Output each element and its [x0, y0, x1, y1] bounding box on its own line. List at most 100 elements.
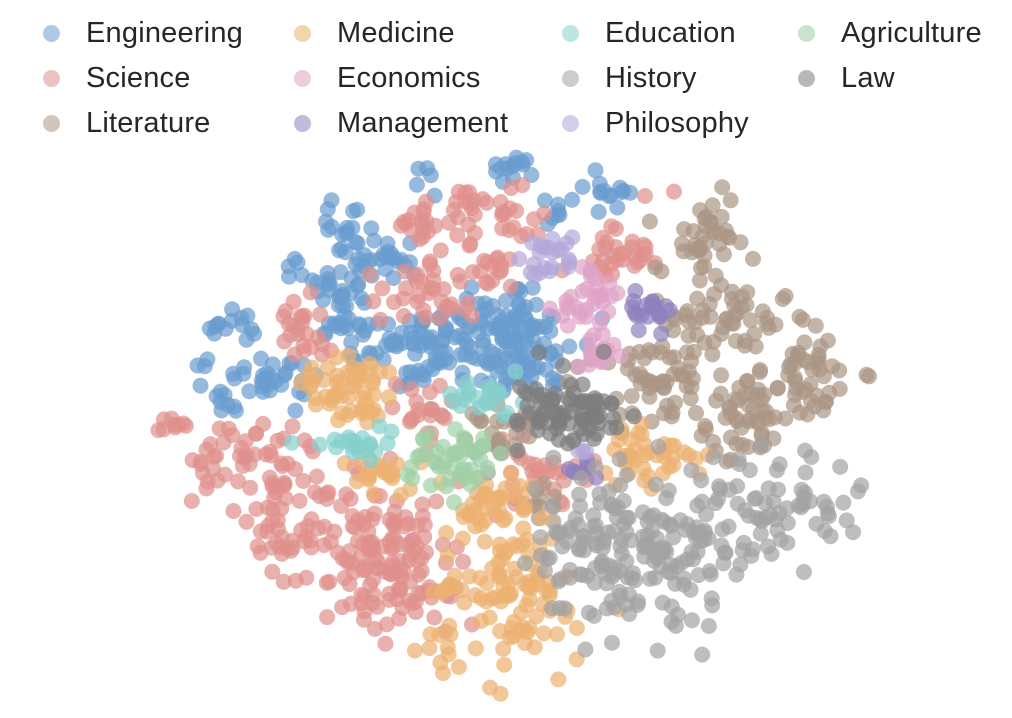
data-point: [452, 398, 469, 414]
data-point: [618, 596, 635, 613]
data-point: [790, 344, 807, 361]
data-point: [609, 199, 626, 216]
data-point: [460, 295, 477, 311]
data-point: [594, 326, 611, 343]
legend-marker-medicine-icon: [294, 24, 311, 42]
data-point: [422, 167, 439, 184]
data-point: [641, 570, 658, 587]
data-point: [226, 370, 243, 387]
data-point: [647, 259, 664, 276]
data-point: [450, 659, 467, 675]
data-point: [649, 642, 666, 659]
data-point: [303, 359, 320, 376]
data-point: [502, 278, 519, 295]
data-point: [252, 544, 269, 561]
data-point: [215, 434, 232, 451]
data-point: [582, 331, 598, 348]
data-point: [354, 401, 370, 418]
data-point: [636, 447, 652, 464]
legend-label: Management: [337, 106, 509, 139]
data-point: [574, 259, 591, 276]
legend-label: Law: [841, 61, 895, 94]
data-point: [415, 372, 432, 389]
data-point: [665, 529, 682, 546]
data-point: [608, 419, 625, 436]
data-point: [552, 571, 569, 588]
legend-marker-management-icon: [294, 114, 311, 132]
data-point: [202, 436, 219, 453]
data-point: [498, 350, 514, 367]
data-point: [737, 502, 753, 519]
data-point: [683, 543, 700, 560]
data-point: [733, 288, 750, 305]
data-point: [623, 432, 640, 449]
data-point: [469, 350, 486, 367]
data-point: [594, 540, 611, 557]
data-point: [684, 370, 701, 387]
data-point: [414, 228, 431, 245]
data-point: [385, 270, 402, 286]
data-point: [544, 600, 561, 617]
data-point: [606, 565, 622, 582]
data-point: [719, 228, 736, 245]
data-point: [444, 459, 461, 476]
data-point: [565, 432, 582, 449]
data-point: [497, 510, 514, 527]
data-point: [261, 443, 278, 460]
data-point: [318, 213, 334, 230]
data-point: [225, 503, 242, 519]
data-point: [345, 203, 362, 220]
data-point: [442, 385, 459, 402]
data-point: [752, 362, 769, 378]
data-point: [501, 222, 518, 239]
legend-marker-agriculture-icon: [798, 24, 815, 42]
data-point: [535, 625, 552, 642]
legend-item: Medicine: [294, 13, 455, 53]
data-point: [603, 396, 620, 412]
data-point: [581, 416, 597, 433]
legend-item: Education: [562, 13, 736, 53]
data-point: [693, 472, 710, 489]
data-point: [665, 366, 682, 383]
data-point: [281, 268, 297, 285]
data-point: [630, 322, 647, 339]
data-point: [683, 612, 700, 629]
data-point: [835, 494, 852, 511]
data-point: [573, 393, 590, 410]
data-point: [472, 569, 489, 586]
data-point: [786, 369, 803, 386]
data-point: [707, 267, 724, 284]
data-point: [522, 264, 539, 281]
series-philosophy: [511, 229, 595, 460]
data-point: [560, 390, 576, 407]
data-point: [604, 634, 620, 651]
data-point: [643, 374, 660, 391]
data-point: [485, 257, 501, 274]
series-education: [284, 363, 531, 469]
data-point: [421, 256, 438, 273]
data-point: [549, 626, 565, 643]
data-point: [315, 372, 332, 389]
data-point: [571, 541, 588, 558]
data-point: [555, 408, 572, 424]
data-point: [541, 462, 558, 479]
data-point: [339, 320, 356, 336]
data-point: [376, 464, 392, 481]
data-point: [573, 566, 590, 583]
data-point: [423, 280, 439, 296]
data-point: [626, 408, 643, 425]
data-point: [323, 533, 339, 550]
data-point: [416, 516, 433, 533]
data-point: [627, 283, 644, 299]
data-point: [467, 445, 484, 462]
data-point: [417, 309, 434, 326]
legend-marker-economics-icon: [294, 69, 311, 87]
data-point: [636, 350, 653, 367]
data-point: [421, 384, 438, 401]
data-point: [477, 274, 494, 291]
data-point: [424, 401, 441, 418]
data-point: [321, 573, 338, 590]
data-point: [718, 453, 735, 470]
data-point: [714, 521, 731, 538]
data-point: [573, 470, 590, 487]
